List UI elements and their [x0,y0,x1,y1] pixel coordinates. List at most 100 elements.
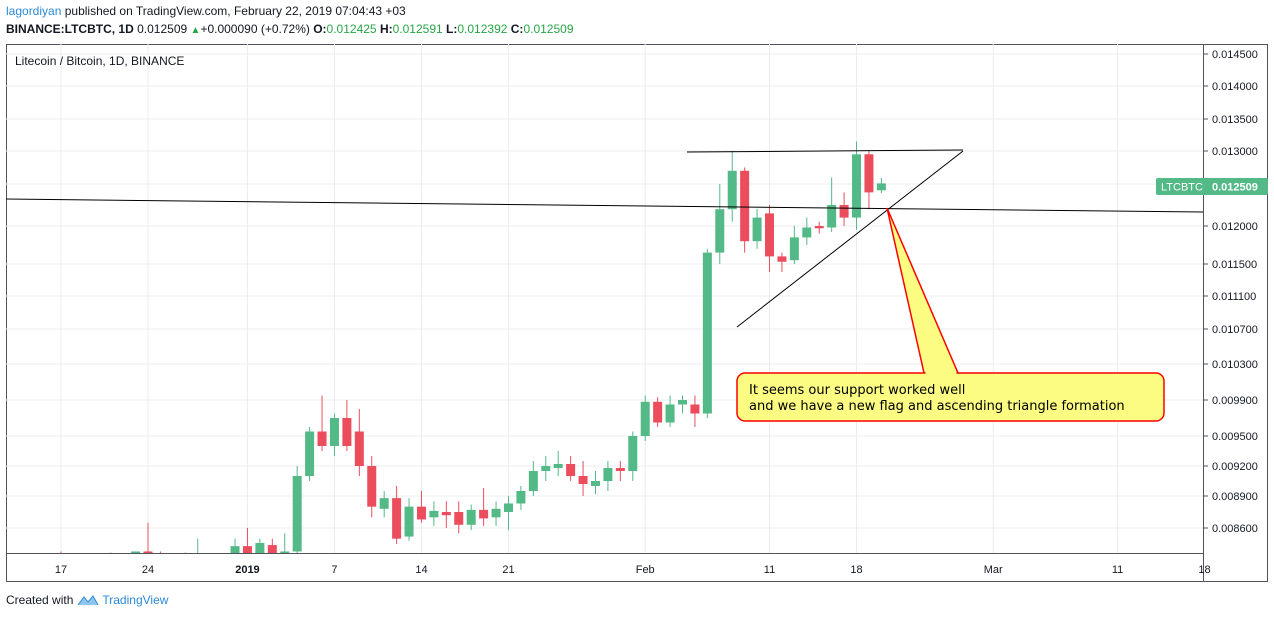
time-axis[interactable]: 17 24 2019 7 14 21 Feb 11 18 Mar 11 18 [55,564,1211,576]
candle-body [516,491,526,504]
candle [305,427,315,481]
candle [553,451,563,476]
candle [752,209,762,249]
candle [367,456,377,518]
price-chart[interactable]: 0.0145000.0140000.0135000.0130000.012500… [6,44,1268,582]
candle [590,471,600,494]
candle [678,395,687,414]
candle-body [802,227,812,238]
candle-body [429,510,439,518]
publish-line: lagordiyan published on TradingView.com,… [6,4,406,18]
price-tick-label: 0.008600 [1212,523,1258,535]
callout-annotation[interactable]: It seems our support worked well and we … [736,207,1165,422]
candle-body [329,418,339,446]
candle-body [864,154,874,193]
candle [416,491,426,523]
time-tick-label: 21 [502,564,514,576]
close-label: C: [510,22,524,36]
last-price-tag-symbol: LTCBTC [1161,182,1203,194]
candle [528,461,538,496]
callout-text-line2: and we have a new flag and ascending tri… [749,399,1125,414]
candle-body [765,213,775,257]
candle [541,456,551,481]
chart-frame [6,44,1268,582]
created-with-text: Created with [6,593,74,607]
tradingview-brand[interactable]: TradingView [102,593,169,607]
candle [715,184,725,264]
candle [267,538,277,553]
candle [653,397,663,427]
candle-body [317,431,327,446]
change-value: +0.000090 (+0.72%) [200,22,310,36]
price-tick-label: 0.009500 [1212,431,1258,443]
ascending-triangle-trendline[interactable] [736,150,964,328]
candle-body [615,468,625,471]
candle [392,486,402,544]
price-tick-label: 0.013500 [1212,114,1258,126]
candle-body [590,481,600,486]
candle-body [230,546,240,553]
price-axis[interactable]: 0.0145000.0140000.0135000.0130000.012500… [1203,49,1258,535]
candle [516,486,526,510]
last-price-tag-bg [1156,178,1268,195]
price-tick-label: 0.008900 [1212,491,1258,503]
candle-body [392,498,402,539]
candle [131,551,141,553]
candle-body [255,542,265,553]
candle [404,498,414,541]
candle-body [143,551,153,553]
candle-body [367,466,377,507]
time-tick-label: 11 [764,564,775,576]
price-tick-label: 0.014000 [1212,81,1258,93]
candle-body [789,237,799,261]
chart-title: Litecoin / Bitcoin, 1D, BINANCE [15,54,184,68]
candle-body [454,512,464,525]
time-tick-label: 7 [331,564,337,576]
drawings-layer [6,149,1204,328]
price-tick-label: 0.014500 [1212,49,1258,61]
candle-body [131,551,141,553]
last-price-tag-value: 0.012509 [1212,182,1258,194]
candle-body [379,498,389,509]
candle [454,501,464,534]
time-tick-label: 18 [1198,564,1210,576]
last-price: 0.012509 [137,22,188,36]
candle-body [416,506,426,520]
candle [429,501,439,526]
candle [640,395,650,441]
price-tick-label: 0.013000 [1212,146,1258,158]
tradingview-logo-icon [77,595,99,606]
candle [280,533,290,553]
candle-body [727,170,737,210]
time-tick-label: 2019 [235,564,259,576]
candle-body [280,551,290,553]
callout-text-line1: It seems our support worked well [749,383,965,398]
candle [566,456,576,481]
candle-body [852,154,862,218]
candle [479,488,489,526]
price-tick-label: 0.010700 [1212,324,1258,336]
candle [665,395,675,427]
footer: Created with TradingView [6,593,168,607]
low-label: L: [446,22,458,36]
author-link[interactable]: lagordiyan [6,4,62,18]
candle [789,226,799,264]
candle-body [640,401,650,436]
candle [876,177,886,194]
time-tick-label: Feb [636,564,655,576]
time-tick-label: Mar [984,564,1003,576]
candle-body [839,205,849,218]
candle [740,167,750,253]
support-trendline[interactable] [6,198,1204,213]
candle [852,141,862,230]
resistance-trendline[interactable] [686,149,964,153]
candle-body [665,404,675,423]
symbol-label: BINANCE:LTCBTC, 1D [6,22,134,36]
candles-layer [56,141,886,554]
open-value: 0.012425 [326,22,377,36]
candle [727,151,737,222]
candle [255,538,265,553]
price-tick-label: 0.011500 [1212,259,1257,271]
candle [379,491,389,518]
candle-body [553,464,563,468]
